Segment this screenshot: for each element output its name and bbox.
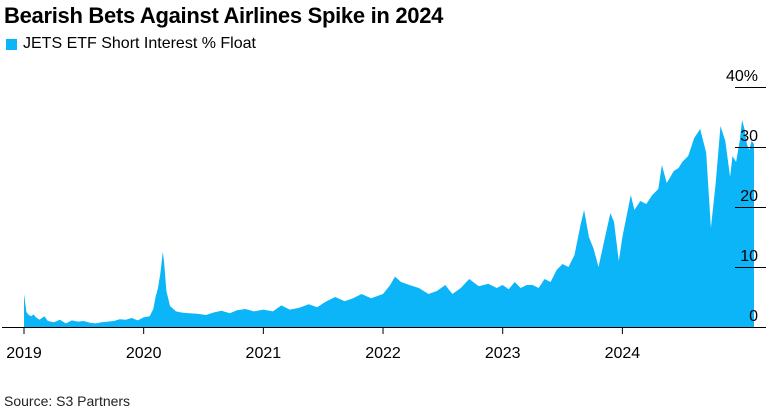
x-tick-label: 2019	[6, 345, 42, 362]
x-tick-label: 2020	[126, 345, 162, 362]
chart-title: Bearish Bets Against Airlines Spike in 2…	[4, 3, 444, 28]
y-tick-label: 30	[740, 128, 758, 145]
x-tick-label: 2021	[246, 345, 282, 362]
y-tick-label: 40%	[726, 68, 758, 85]
chart-legend: JETS ETF Short Interest % Float	[6, 35, 256, 53]
source-note: Source: S3 Partners	[4, 393, 131, 409]
y-tick-label: 20	[740, 188, 758, 205]
x-tick-label: 2022	[365, 345, 401, 362]
y-tick-label: 10	[740, 248, 758, 265]
x-tick-label: 2023	[485, 345, 521, 362]
y-tick-label: 0	[749, 308, 758, 325]
legend-swatch	[6, 38, 17, 50]
legend-label: JETS ETF Short Interest % Float	[23, 35, 256, 52]
x-tick-label: 2024	[605, 345, 641, 362]
area-series-0	[24, 120, 754, 327]
